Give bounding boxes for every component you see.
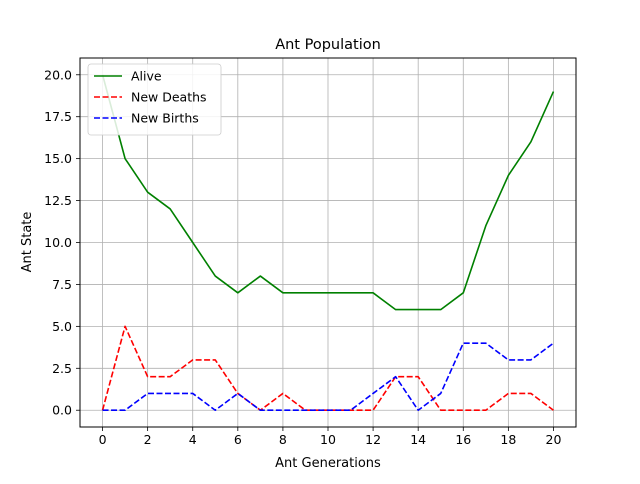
y-tick-label: 0.0 xyxy=(52,403,72,418)
axis-ticks: 0 2 4 6 8 10 12 14 16 18 20 0.0 2.5 5.0 7.5 10.0 12.5 15.… xyxy=(44,67,561,447)
y-tick-label: 5.0 xyxy=(52,319,72,334)
y-tick-label: 10.0 xyxy=(44,235,72,250)
x-tick-label: 8 xyxy=(279,432,287,447)
y-tick-label: 20.0 xyxy=(44,67,72,82)
x-tick-label: 4 xyxy=(189,432,197,447)
y-axis-label: Ant State xyxy=(20,212,35,273)
x-tick-label: 20 xyxy=(546,432,562,447)
x-tick-label: 12 xyxy=(365,432,381,447)
y-tick-label: 12.5 xyxy=(44,193,72,208)
x-tick-label: 14 xyxy=(410,432,426,447)
x-tick-label: 10 xyxy=(320,432,336,447)
x-tick-label: 0 xyxy=(99,432,107,447)
series-lines xyxy=(101,74,555,412)
legend-label-alive: Alive xyxy=(131,69,162,84)
y-tick-label: 2.5 xyxy=(52,361,72,376)
legend-label-new-deaths: New Deaths xyxy=(131,90,207,105)
series-line-alive xyxy=(101,74,555,311)
legend: Alive New Deaths New Births xyxy=(87,63,222,136)
x-tick-label: 2 xyxy=(144,432,152,447)
grid-lines xyxy=(80,58,576,427)
x-tick-label: 18 xyxy=(500,432,516,447)
x-axis-label: Ant Generations xyxy=(275,456,381,471)
y-tick-label: 15.0 xyxy=(44,151,72,166)
y-tick-label: 7.5 xyxy=(52,277,72,292)
chart-title: Ant Population xyxy=(275,37,381,53)
legend-label-new-births: New Births xyxy=(131,111,199,126)
series-line-new-births xyxy=(102,342,554,412)
x-tick-label: 6 xyxy=(234,432,242,447)
x-tick-label: 16 xyxy=(455,432,471,447)
y-tick-label: 17.5 xyxy=(44,109,72,124)
